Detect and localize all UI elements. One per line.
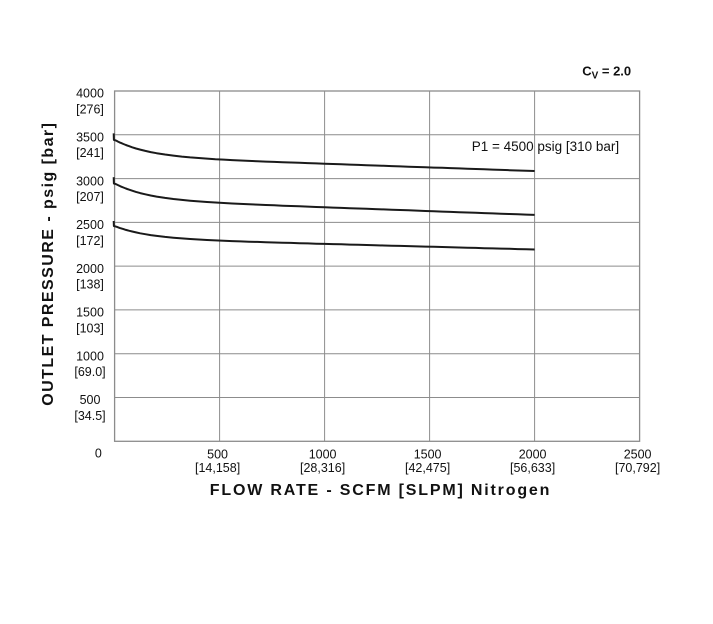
- svg-text:[56,633]: [56,633]: [510, 461, 555, 475]
- svg-text:2000: 2000: [519, 447, 547, 461]
- svg-text:[172]: [172]: [76, 234, 104, 248]
- svg-text:1000: 1000: [309, 447, 337, 461]
- svg-text:OUTLET PRESSURE - psig [bar]: OUTLET PRESSURE - psig [bar]: [40, 122, 57, 406]
- svg-text:[103]: [103]: [76, 321, 104, 335]
- svg-text:P1 = 4500 psig [310 bar]: P1 = 4500 psig [310 bar]: [472, 139, 620, 154]
- svg-text:CV = 2.0: CV = 2.0: [582, 63, 631, 81]
- svg-text:3500: 3500: [76, 131, 104, 145]
- svg-text:1000: 1000: [76, 349, 104, 363]
- svg-text:0: 0: [95, 446, 102, 460]
- svg-text:[70,792]: [70,792]: [615, 461, 660, 475]
- svg-text:1500: 1500: [76, 306, 104, 320]
- svg-text:4000: 4000: [76, 87, 104, 101]
- svg-text:[69.0]: [69.0]: [74, 365, 105, 379]
- svg-text:[207]: [207]: [76, 190, 104, 204]
- svg-text:[14,158]: [14,158]: [195, 461, 240, 475]
- svg-text:[28,316]: [28,316]: [300, 461, 345, 475]
- svg-text:1500: 1500: [414, 447, 442, 461]
- svg-text:500: 500: [207, 447, 228, 461]
- svg-text:2000: 2000: [76, 262, 104, 276]
- svg-text:[276]: [276]: [76, 102, 104, 116]
- svg-text:2500: 2500: [624, 447, 652, 461]
- svg-text:[138]: [138]: [76, 278, 104, 292]
- svg-text:[42,475]: [42,475]: [405, 461, 450, 475]
- svg-text:[241]: [241]: [76, 146, 104, 160]
- svg-text:3000: 3000: [76, 174, 104, 188]
- svg-text:2500: 2500: [76, 218, 104, 232]
- svg-text:FLOW RATE - SCFM [SLPM] Nitrog: FLOW RATE - SCFM [SLPM] Nitrogen: [210, 482, 551, 499]
- svg-text:500: 500: [80, 393, 101, 407]
- svg-text:[34.5]: [34.5]: [74, 409, 105, 423]
